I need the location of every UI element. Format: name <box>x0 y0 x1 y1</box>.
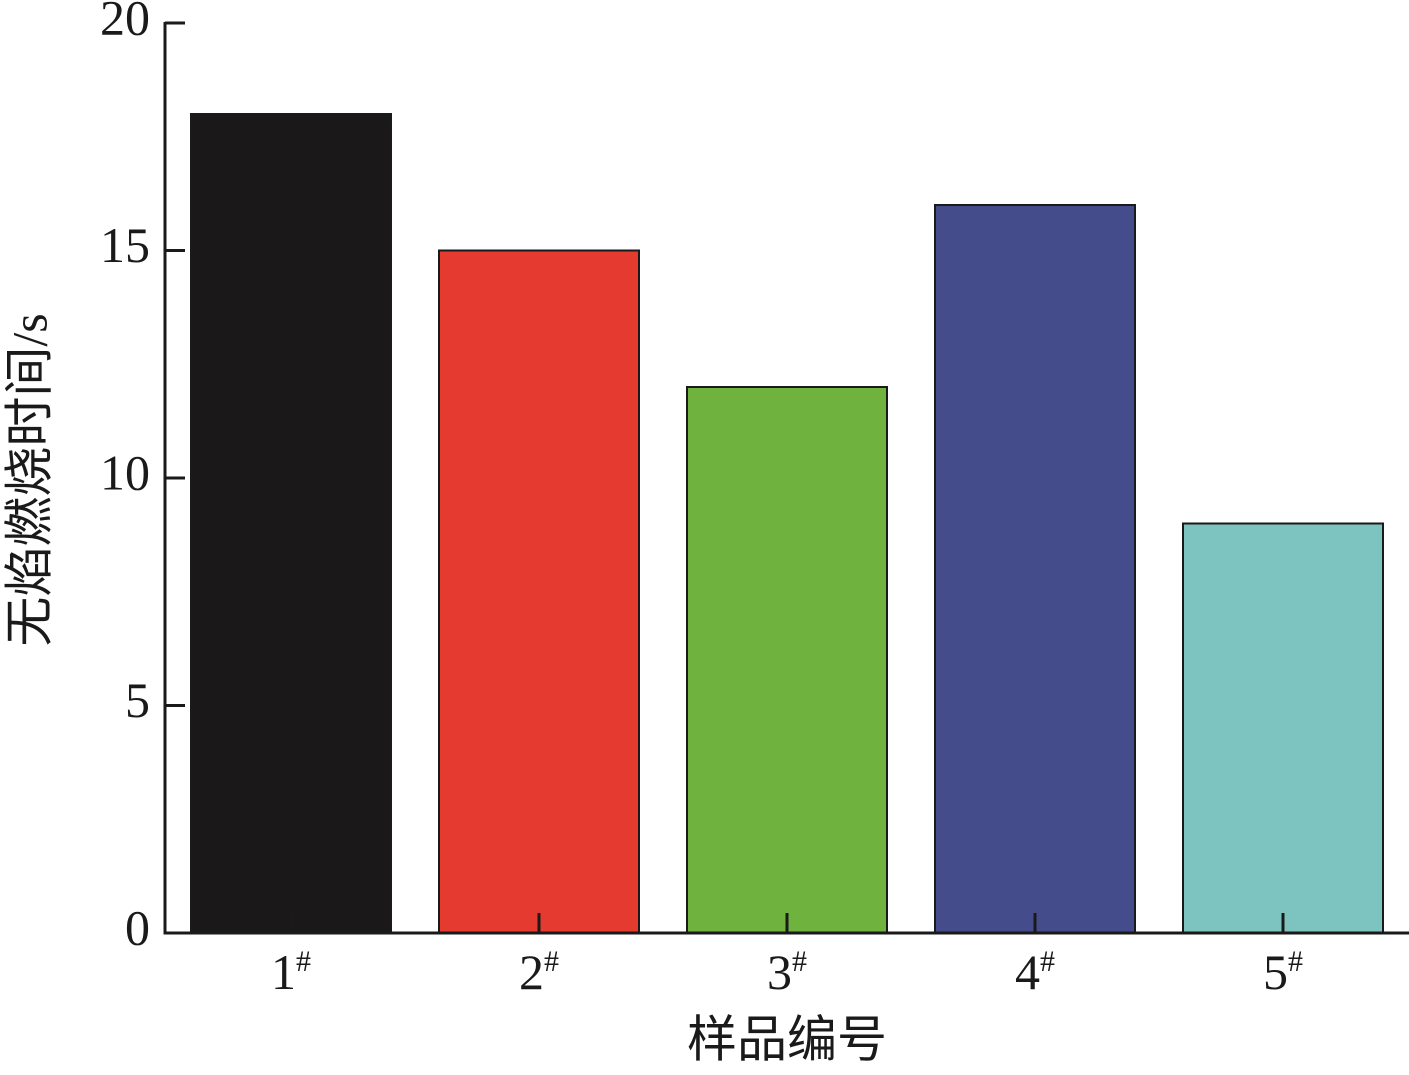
bar <box>1182 522 1384 934</box>
bar <box>686 386 888 934</box>
bar <box>934 204 1136 934</box>
y-axis-label: 无焰燃烧时间/s <box>1 313 57 646</box>
x-tick-label: 4# <box>1015 944 1055 1000</box>
bar <box>438 249 640 934</box>
x-axis-label: 样品编号 <box>687 1011 887 1067</box>
x-tick-label: 2# <box>519 944 559 1000</box>
x-tick-label: 1# <box>271 944 311 1000</box>
x-tick-label: 3# <box>767 944 807 1000</box>
bar <box>190 113 392 934</box>
y-tick-label: 15 <box>100 217 150 273</box>
y-tick-label: 5 <box>125 672 150 728</box>
y-tick-label: 10 <box>100 444 150 500</box>
y-tick-label: 20 <box>100 0 150 45</box>
x-tick-label: 5# <box>1263 944 1303 1000</box>
y-tick-label: 0 <box>125 899 150 955</box>
